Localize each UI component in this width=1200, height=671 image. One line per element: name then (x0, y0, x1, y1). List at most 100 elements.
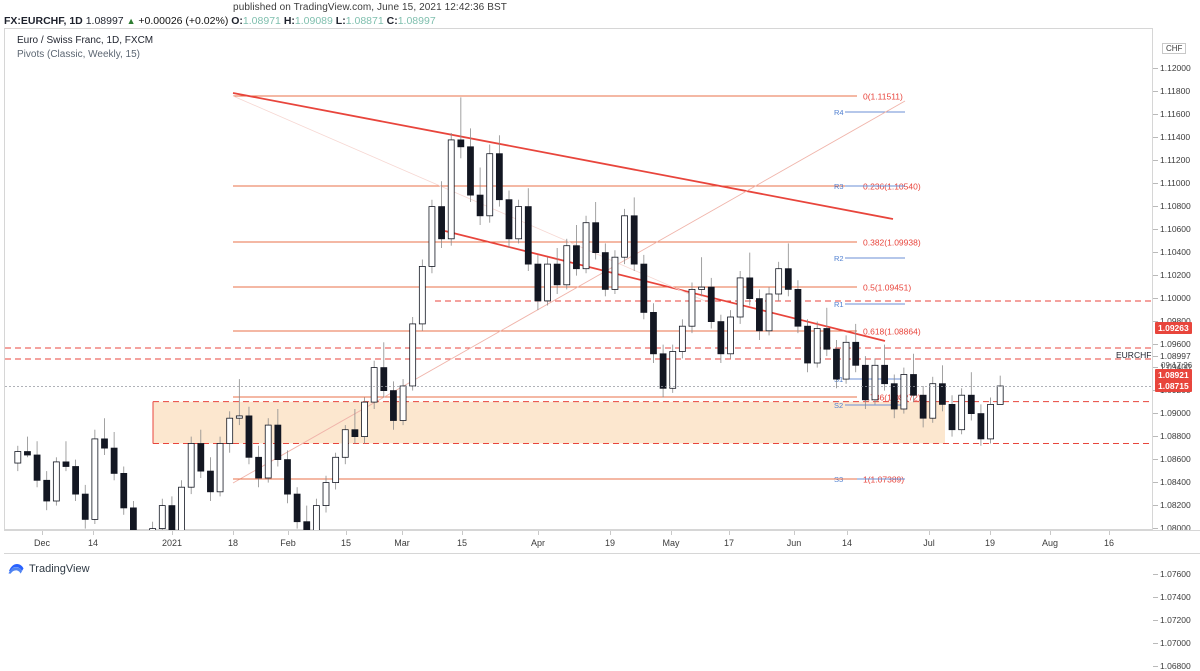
candle-body (91, 438, 99, 520)
price-plot[interactable]: 0(1.11511) 0.236(1.10540) 0.382(1.09938) 0.… (5, 29, 1153, 531)
time-axis-separator (1109, 531, 1110, 535)
pane-indicator-label: Pivots (Classic, Weekly, 15) (17, 49, 140, 60)
time-axis-separator (1050, 531, 1051, 535)
candle-body (678, 325, 686, 352)
fib-level-label: 0.618(1.08864) (863, 327, 921, 337)
price-axis-tick: 1.11800 (1153, 86, 1190, 96)
candle-body (312, 505, 320, 531)
axis-symbol-tag: EURCHF (1116, 350, 1152, 360)
candle-body (351, 429, 359, 438)
candle-body (659, 353, 667, 389)
candle-body (553, 263, 561, 286)
symbol-label[interactable]: FX:EURCHF, 1D (4, 15, 83, 27)
candle-body (505, 199, 513, 240)
candle-series (14, 97, 1004, 531)
time-axis-separator (929, 531, 930, 535)
candle-body (52, 461, 60, 502)
candle-body (717, 321, 725, 355)
price-axis-tick: 1.08000 (1153, 523, 1191, 533)
channel-lower-trendline[interactable] (444, 230, 886, 342)
time-axis[interactable]: Dec 14 2021 18 Feb 15 Mar 15 Apr 19 May 17 Jun 14 Jul 1… (4, 530, 1200, 554)
candle-body (495, 153, 503, 201)
currency-badge: CHF (1162, 43, 1187, 54)
candle-body (910, 374, 917, 396)
time-axis-tick-label: 16 (1103, 538, 1115, 548)
candle-body (158, 505, 166, 530)
candle-body (842, 341, 850, 380)
last-price-axis-value: 1.08997 (1160, 351, 1191, 361)
candle-body (900, 374, 908, 410)
supply-zone (153, 401, 945, 444)
chart-pane[interactable]: Euro / Swiss Franc, 1D, FXCM Pivots (Cla… (4, 28, 1153, 531)
candle-body (14, 451, 22, 464)
time-axis-separator (233, 531, 234, 535)
price-axis-tick-label: 1.09800 (1160, 316, 1191, 326)
candle-body (197, 443, 205, 472)
candle-body (187, 443, 195, 488)
price-axis-tick-label: 1.11200 (1160, 155, 1191, 165)
time-axis-tick-label: Feb (280, 538, 296, 548)
channel-upper-trendline[interactable] (232, 92, 894, 220)
price-axis-tick-label: 1.07600 (1160, 569, 1191, 579)
candle-body (110, 447, 118, 474)
time-axis-tick-label: 14 (841, 538, 853, 548)
price-axis-tick: 1.11400 (1153, 132, 1190, 142)
candle-body (43, 479, 51, 502)
low-label: L: (335, 15, 346, 27)
candle-body (24, 451, 31, 456)
price-axis-tick-label: 1.12000 (1160, 63, 1191, 73)
tradingview-logo-icon (8, 564, 24, 574)
fib-level-label: 0(1.11511) (863, 92, 903, 102)
candle-body (592, 222, 600, 253)
price-axis-tick: 1.07400 (1153, 592, 1191, 602)
time-axis-separator (729, 531, 730, 535)
price-axis-tick: 1.09000 (1153, 408, 1191, 418)
price-axis-tick: 1.07600 (1153, 569, 1191, 579)
price-axis-tick: 1.08400 (1153, 477, 1191, 487)
price-axis[interactable]: CHF 1.12000 1.11800 1.11600 1.11400 1.11200 1… (1152, 28, 1200, 671)
candle-body (775, 268, 783, 295)
candle-body (756, 298, 763, 332)
price-axis-tick-label: 1.10800 (1160, 201, 1191, 211)
candle-body (235, 415, 243, 419)
candle-body (804, 325, 811, 364)
price-axis-tick: 1.09400 (1153, 362, 1191, 372)
candle-body (245, 415, 253, 458)
candle-body (881, 364, 888, 385)
high-value: 1.09089 (294, 15, 333, 27)
fib-level-label: 1(1.07389) (863, 475, 904, 485)
time-axis-separator (671, 531, 672, 535)
candle-body (486, 153, 494, 217)
candle-body (967, 394, 975, 415)
candle-body (274, 424, 282, 461)
ascending-guide-line (232, 100, 906, 484)
candle-body (563, 245, 571, 286)
price-axis-tick-label: 1.07000 (1160, 638, 1191, 648)
time-axis-separator (462, 531, 463, 535)
price-axis-tick-label: 1.08200 (1160, 500, 1191, 510)
candle-body (813, 328, 821, 364)
candle-body (544, 263, 551, 302)
last-price-time: 09:17:26 (1161, 361, 1193, 370)
last-price-axis-label: 1.08997 (1153, 351, 1191, 361)
candle-body (447, 139, 455, 240)
candle-body (467, 146, 474, 196)
price-axis-tick-label: 1.09600 (1160, 339, 1191, 349)
candle-body (457, 139, 465, 148)
price-axis-tick-label: 1.11600 (1160, 109, 1191, 119)
descending-guide-line (232, 95, 706, 302)
pane-title: Euro / Swiss Franc, 1D, FXCM (17, 35, 154, 46)
candle-body (428, 206, 436, 267)
pivot-label: S2 (834, 401, 843, 410)
candle-body (640, 263, 648, 313)
candle-body (621, 215, 628, 258)
time-axis-tick-label: 19 (984, 538, 996, 548)
published-caption: published on TradingView.com, June 15, 2… (233, 2, 507, 13)
price-axis-tick: 1.11600 (1153, 109, 1190, 119)
candle-body (630, 215, 638, 265)
candle-body (380, 367, 388, 392)
pivot-label: R2 (834, 254, 844, 263)
candle-body (476, 194, 484, 217)
tradingview-logo[interactable]: TradingView (8, 562, 90, 576)
time-axis-tick-label: Mar (394, 538, 410, 548)
